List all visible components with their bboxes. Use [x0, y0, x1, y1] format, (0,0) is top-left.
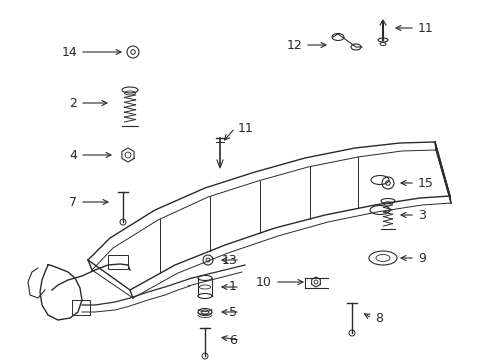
- Text: 9: 9: [417, 252, 425, 265]
- Bar: [108, 255, 128, 269]
- Text: 13: 13: [221, 253, 237, 266]
- Text: 15: 15: [417, 176, 433, 189]
- Text: 8: 8: [374, 311, 382, 324]
- Text: 11: 11: [238, 122, 253, 135]
- Text: 6: 6: [229, 333, 237, 346]
- Text: 4: 4: [69, 149, 77, 162]
- Text: 12: 12: [285, 39, 302, 51]
- Text: 1: 1: [229, 280, 237, 293]
- Text: 2: 2: [69, 96, 77, 109]
- Text: 5: 5: [228, 306, 237, 319]
- Text: 3: 3: [417, 208, 425, 221]
- Text: 10: 10: [256, 275, 271, 288]
- Bar: [72, 300, 90, 315]
- Text: 11: 11: [417, 22, 433, 35]
- Text: 14: 14: [61, 45, 77, 59]
- Text: 7: 7: [69, 195, 77, 208]
